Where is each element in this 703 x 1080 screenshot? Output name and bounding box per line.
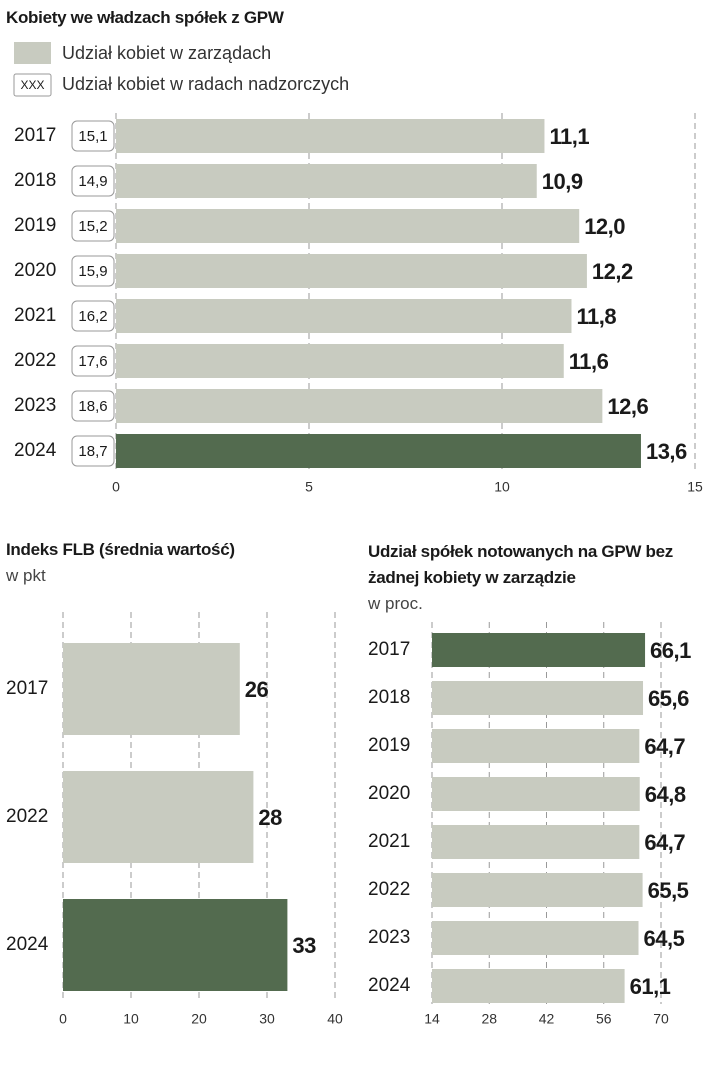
y-tick-label: 2022: [14, 350, 56, 371]
bar: [116, 119, 545, 153]
bar: [116, 299, 572, 333]
y-tick-label: 2020: [14, 260, 56, 281]
y-tick-label: 2021: [368, 831, 410, 852]
bar: [63, 643, 240, 735]
board-share-box: [71, 345, 115, 377]
legend-swatch: [13, 73, 52, 97]
value-label: 11,8: [576, 304, 616, 329]
value-label: 11,6: [569, 349, 609, 374]
chart-title: Udział spółek notowanych na GPW bez żadn…: [368, 542, 673, 587]
y-tick-label: 2023: [14, 395, 56, 416]
bar: [116, 209, 580, 243]
legend-swatch: [14, 42, 51, 64]
value-label: 10,9: [542, 169, 583, 194]
bar: [116, 344, 564, 378]
board-share-box: [71, 390, 115, 422]
y-tick-label: 2023: [368, 927, 410, 948]
bar: [432, 969, 625, 1003]
y-tick-label: 2017: [368, 639, 410, 660]
x-tick-label: 10: [494, 479, 510, 495]
y-tick-label: 2018: [14, 170, 56, 191]
x-tick-label: 15: [687, 479, 703, 495]
board-share-box: [71, 165, 115, 197]
x-tick-label: 0: [59, 1011, 67, 1027]
bar: [63, 771, 254, 863]
value-label: 12,2: [592, 259, 633, 284]
y-tick-label: 2017: [14, 125, 56, 146]
board-share-label: 17,6: [78, 353, 107, 370]
board-share-label: 16,2: [78, 308, 107, 325]
value-label: 65,6: [648, 686, 689, 711]
legend-label: Udział kobiet w radach nadzorczych: [62, 74, 349, 94]
value-label: 12,6: [607, 394, 648, 419]
x-tick-label: 42: [539, 1011, 555, 1027]
board-share-box: [71, 435, 115, 467]
bar: [116, 389, 603, 423]
legend-marker-label: XXX: [20, 78, 44, 92]
chart-subtitle: w pkt: [6, 566, 46, 585]
board-share-box: [71, 210, 115, 242]
value-label: 33: [292, 933, 316, 958]
value-label: 61,1: [630, 974, 671, 999]
x-tick-label: 70: [653, 1011, 669, 1027]
y-tick-label: 2024: [14, 440, 57, 461]
y-tick-label: 2021: [14, 305, 56, 326]
bar: [432, 873, 643, 907]
value-label: 11,1: [549, 124, 589, 149]
bar: [432, 921, 639, 955]
y-tick-label: 2024: [6, 934, 49, 955]
board-share-label: 15,2: [78, 218, 107, 235]
bar: [116, 254, 587, 288]
bar: [432, 633, 646, 667]
x-tick-label: 5: [305, 479, 313, 495]
y-tick-label: 2017: [6, 678, 48, 699]
chart-title: Kobiety we władzach spółek z GPW: [6, 8, 284, 27]
x-tick-label: 56: [596, 1011, 612, 1027]
bar: [432, 777, 640, 811]
bar: [432, 681, 644, 715]
board-share-label: 18,7: [78, 443, 107, 460]
y-tick-label: 2019: [368, 735, 410, 756]
x-tick-label: 0: [112, 479, 120, 495]
board-share-label: 18,6: [78, 398, 107, 415]
value-label: 64,7: [644, 734, 685, 759]
board-share-box: [71, 255, 115, 287]
x-tick-label: 30: [259, 1011, 275, 1027]
y-tick-label: 2019: [14, 215, 56, 236]
legend-label: Udział kobiet w zarządach: [62, 43, 271, 63]
bar: [63, 899, 288, 991]
bar: [116, 434, 641, 468]
y-tick-label: 2020: [368, 783, 410, 804]
y-tick-label: 2018: [368, 687, 410, 708]
value-label: 65,5: [648, 878, 689, 903]
value-label: 64,5: [644, 926, 685, 951]
board-share-box: [71, 120, 115, 152]
x-tick-label: 10: [123, 1011, 139, 1027]
bar: [116, 164, 537, 198]
y-tick-label: 2024: [368, 975, 411, 996]
board-share-label: 15,9: [78, 263, 107, 280]
chart-subtitle: w proc.: [368, 594, 423, 613]
y-tick-label: 2022: [368, 879, 410, 900]
x-tick-label: 28: [481, 1011, 497, 1027]
value-label: 64,8: [645, 782, 686, 807]
x-tick-label: 40: [327, 1011, 343, 1027]
x-tick-label: 14: [424, 1011, 440, 1027]
chart-title: Indeks FLB (średnia wartość): [6, 540, 235, 559]
board-share-label: 14,9: [78, 173, 107, 190]
value-label: 12,0: [584, 214, 625, 239]
board-share-label: 15,1: [78, 128, 107, 145]
board-share-box: [71, 300, 115, 332]
value-label: 13,6: [646, 439, 687, 464]
x-tick-label: 20: [191, 1011, 207, 1027]
bar: [432, 825, 640, 859]
value-label: 26: [245, 677, 269, 702]
value-label: 66,1: [650, 638, 691, 663]
value-label: 28: [258, 805, 282, 830]
y-tick-label: 2022: [6, 806, 48, 827]
value-label: 64,7: [644, 830, 685, 855]
bar: [432, 729, 640, 763]
